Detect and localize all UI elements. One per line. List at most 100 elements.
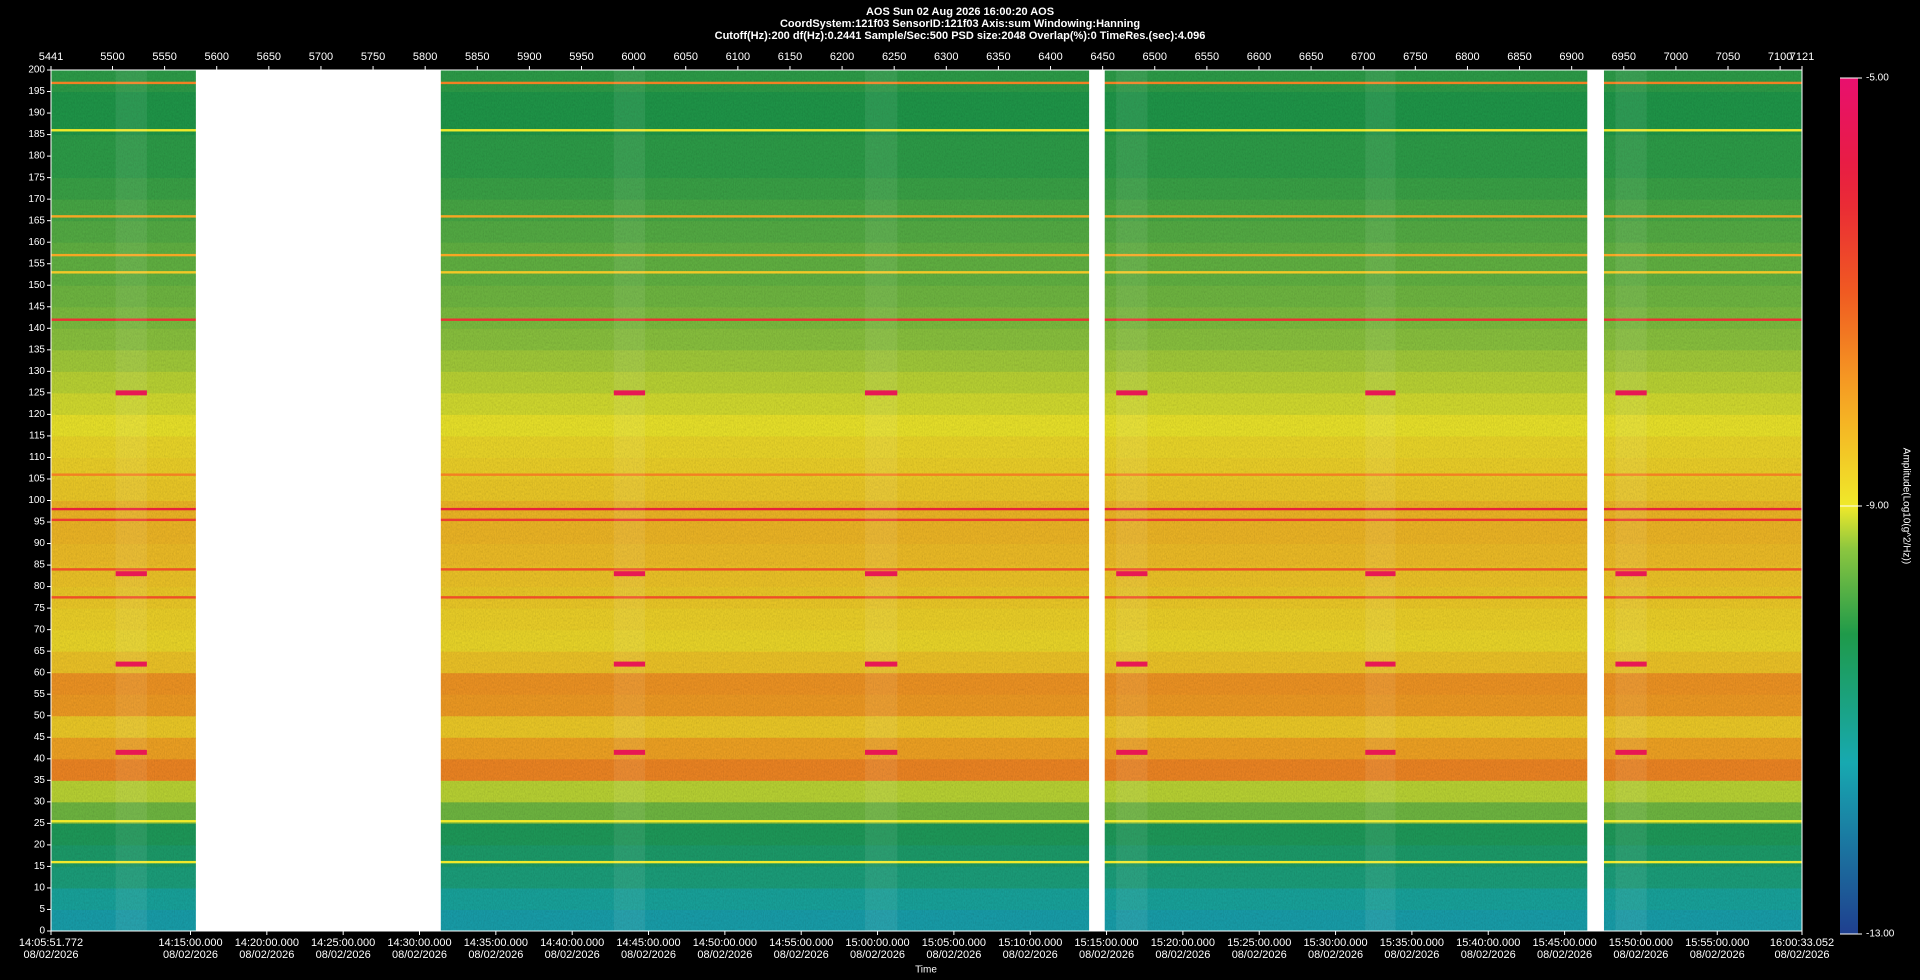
- y-tick-label: 180: [28, 151, 45, 162]
- x-tick-label: 6600: [1247, 51, 1271, 63]
- y-tick-label: 65: [34, 646, 46, 657]
- event-column: [1615, 70, 1647, 931]
- x-tick-label: 5650: [257, 51, 281, 63]
- y-tick-label: 45: [34, 732, 46, 743]
- time-tick-label: 14:20:00.000: [235, 937, 299, 949]
- x-tick-label: 7100: [1768, 51, 1792, 63]
- time-tick-date: 08/02/2026: [1232, 949, 1287, 961]
- event-mark: [115, 749, 147, 755]
- y-tick-label: 170: [28, 194, 45, 205]
- spectral-line: [51, 860, 1802, 864]
- time-tick-date: 08/02/2026: [545, 949, 600, 961]
- y-tick-label: 90: [34, 538, 46, 549]
- time-tick-label: 14:40:00.000: [540, 937, 604, 949]
- y-tick-label: 20: [34, 840, 46, 851]
- time-tick-date: 08/02/2026: [1690, 949, 1745, 961]
- y-tick-label: 185: [28, 129, 45, 140]
- x-tick-label: 6450: [1090, 51, 1114, 63]
- time-tick-date: 08/02/2026: [163, 949, 218, 961]
- x-tick-label: 6250: [882, 51, 906, 63]
- y-tick-label: 100: [28, 495, 45, 506]
- colorbar-tick-label: -5.00: [1866, 73, 1889, 84]
- event-mark: [1365, 571, 1396, 577]
- y-tick-label: 145: [28, 301, 45, 312]
- y-tick-label: 10: [34, 883, 46, 894]
- y-tick-label: 190: [28, 108, 45, 119]
- time-tick-date: 08/02/2026: [926, 949, 981, 961]
- x-tick-label: 5500: [100, 51, 124, 63]
- y-tick-label: 195: [28, 86, 45, 97]
- time-tick-label: 15:05:00.000: [922, 937, 986, 949]
- x-tick-label: 5441: [39, 51, 63, 63]
- y-tick-label: 50: [34, 710, 46, 721]
- x-tick-label: 5800: [413, 51, 437, 63]
- time-tick-label: 14:45:00.000: [616, 937, 680, 949]
- time-tick-date: 08/02/2026: [850, 949, 905, 961]
- x-tick-label: 6200: [830, 51, 854, 63]
- time-tick-label: 14:50:00.000: [693, 937, 757, 949]
- event-column: [1365, 70, 1396, 931]
- data-gap: [1089, 70, 1105, 931]
- spectral-line: [51, 318, 1802, 321]
- y-tick-label: 55: [34, 689, 46, 700]
- time-tick-date: 08/02/2026: [468, 949, 523, 961]
- time-tick-date: 08/02/2026: [1003, 949, 1058, 961]
- time-tick-date: 08/02/2026: [621, 949, 676, 961]
- event-mark: [1365, 390, 1396, 396]
- x-axis-label: Time: [915, 965, 937, 976]
- spectral-line: [51, 473, 1802, 476]
- time-tick-date: 08/02/2026: [697, 949, 752, 961]
- y-tick-label: 70: [34, 624, 46, 635]
- x-tick-label: 5700: [309, 51, 333, 63]
- event-column: [115, 70, 147, 931]
- event-column: [1116, 70, 1148, 931]
- x-tick-label: 6050: [673, 51, 697, 63]
- y-tick-label: 130: [28, 366, 45, 377]
- event-mark: [115, 571, 147, 577]
- time-tick-date: 08/02/2026: [1155, 949, 1210, 961]
- time-tick-label: 14:05:51.772: [19, 937, 83, 949]
- x-tick-label: 5750: [361, 51, 385, 63]
- event-mark: [865, 661, 898, 667]
- x-tick-label: 5900: [517, 51, 541, 63]
- y-tick-label: 110: [29, 452, 45, 463]
- y-tick-label: 175: [28, 172, 45, 183]
- spectral-line: [51, 253, 1802, 257]
- x-tick-label: 6800: [1455, 51, 1479, 63]
- event-mark: [1116, 661, 1148, 667]
- x-tick-label: 6300: [934, 51, 958, 63]
- x-tick-label: 6100: [726, 51, 750, 63]
- y-tick-label: 25: [34, 818, 46, 829]
- event-mark: [865, 390, 898, 396]
- spectral-line: [51, 518, 1802, 522]
- y-tick-label: 85: [34, 560, 46, 571]
- chart-title: AOS Sun 02 Aug 2026 16:00:20 AOS: [866, 6, 1054, 18]
- time-tick-date: 08/02/2026: [239, 949, 294, 961]
- time-tick-date: 08/02/2026: [316, 949, 371, 961]
- time-tick-label: 14:15:00.000: [158, 937, 222, 949]
- x-tick-label: 5550: [152, 51, 176, 63]
- y-tick-label: 115: [29, 431, 45, 442]
- x-tick-label: 6350: [986, 51, 1010, 63]
- spectral-line: [51, 596, 1802, 599]
- event-mark: [613, 661, 646, 667]
- data-gap: [1587, 70, 1604, 931]
- y-tick-label: 165: [28, 215, 45, 226]
- spectral-line: [51, 820, 1802, 823]
- chart-subtitle: CoordSystem:121f03 SensorID:121f03 Axis:…: [780, 18, 1140, 30]
- event-mark: [613, 390, 646, 396]
- event-mark: [115, 661, 147, 667]
- event-column: [613, 70, 646, 931]
- time-tick-label: 15:40:00.000: [1456, 937, 1520, 949]
- spectral-line: [51, 81, 1802, 85]
- x-tick-label: 5600: [204, 51, 228, 63]
- event-mark: [1116, 749, 1148, 755]
- y-tick-label: 105: [28, 474, 45, 485]
- x-tick-label: 7121: [1790, 51, 1814, 63]
- event-mark: [613, 749, 646, 755]
- x-tick-label: 6550: [1195, 51, 1219, 63]
- event-mark: [1365, 661, 1396, 667]
- time-tick-label: 16:00:33.052: [1770, 937, 1834, 949]
- event-mark: [865, 571, 898, 577]
- x-tick-label: 6650: [1299, 51, 1323, 63]
